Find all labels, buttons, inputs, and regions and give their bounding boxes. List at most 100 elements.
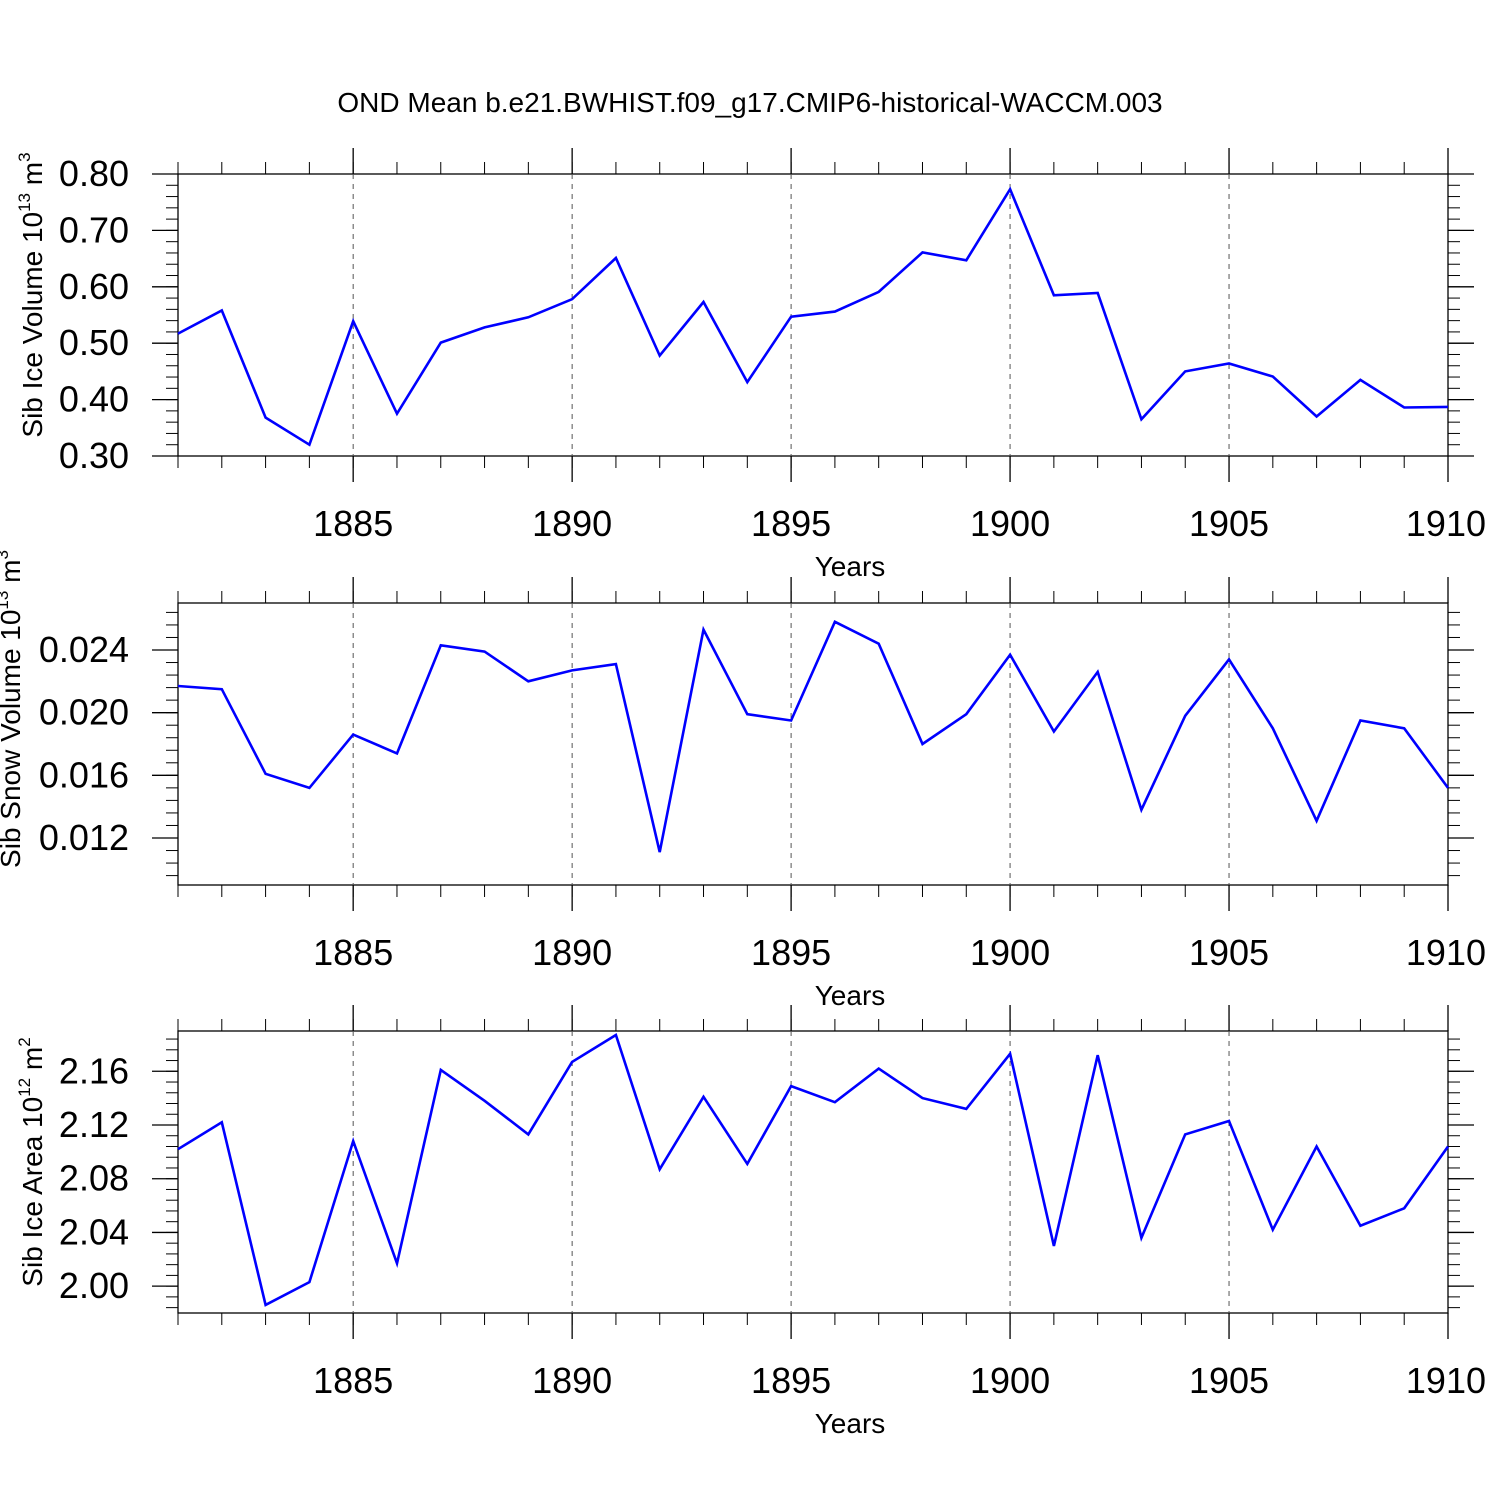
data-point — [177, 1148, 179, 1150]
x-tick-label: 1900 — [970, 932, 1050, 973]
data-point — [615, 257, 617, 259]
data-point — [1053, 1245, 1055, 1247]
data-point — [1359, 1225, 1361, 1227]
figure-title: OND Mean b.e21.BWHIST.f09_g17.CMIP6-hist… — [337, 87, 1162, 118]
data-point — [1228, 362, 1230, 364]
data-point — [921, 251, 923, 253]
data-series-line — [177, 186, 1449, 447]
data-point — [1359, 719, 1361, 721]
y-axis-title: Sib Snow Volume 1013 m3 — [0, 550, 26, 868]
data-point — [308, 1281, 310, 1283]
data-point — [965, 713, 967, 715]
y-tick-label: 2.08 — [59, 1158, 129, 1199]
data-point — [746, 381, 748, 383]
data-point — [527, 680, 529, 682]
data-point — [790, 719, 792, 721]
data-point — [1315, 820, 1317, 822]
data-point — [921, 1097, 923, 1099]
data-point — [1403, 406, 1405, 408]
data-point — [1140, 1237, 1142, 1239]
data-point — [834, 310, 836, 312]
data-point — [1053, 294, 1055, 296]
x-tick-label: 1910 — [1406, 1360, 1486, 1401]
panel-2: 1885 1890 1895 1900 1905 1910 Years 0.012 0.016 0… — [0, 550, 1486, 1011]
data-series-line — [177, 620, 1450, 853]
x-tick-label: 1895 — [751, 932, 831, 973]
data-point — [1403, 727, 1405, 729]
data-point — [877, 291, 879, 293]
y-tick-label: 0.020 — [39, 692, 129, 733]
x-tick-label: 1905 — [1189, 932, 1269, 973]
plot-frame — [177, 1030, 1449, 1314]
data-point — [352, 1140, 354, 1142]
data-point — [264, 773, 266, 775]
y-tick-label: 2.12 — [59, 1104, 129, 1145]
data-point — [834, 1101, 836, 1103]
data-point — [396, 752, 398, 754]
x-tick-label: 1885 — [313, 1360, 393, 1401]
x-axis-title: Years — [815, 551, 886, 582]
x-tick-label: 1905 — [1189, 503, 1269, 544]
data-point — [1272, 727, 1274, 729]
data-point — [1447, 1145, 1449, 1147]
data-point — [264, 1304, 266, 1306]
y-tick-label: 0.30 — [59, 435, 129, 476]
data-point — [1228, 1120, 1230, 1122]
data-point — [659, 1168, 661, 1170]
x-axis-title: Years — [815, 980, 886, 1011]
data-point — [177, 685, 179, 687]
data-point — [1272, 1229, 1274, 1231]
data-point — [746, 713, 748, 715]
data-point — [571, 298, 573, 300]
data-point — [1053, 730, 1055, 732]
y-tick-label: 2.04 — [59, 1211, 129, 1252]
data-point — [1403, 1207, 1405, 1209]
data-point — [1009, 654, 1011, 656]
data-point — [834, 621, 836, 623]
data-point — [702, 1096, 704, 1098]
data-point — [483, 1100, 485, 1102]
data-point — [396, 413, 398, 415]
data-point — [571, 1061, 573, 1063]
data-point — [396, 1262, 398, 1264]
data-point — [483, 650, 485, 652]
data-point — [1447, 787, 1449, 789]
x-tick-label: 1910 — [1406, 932, 1486, 973]
data-point — [1315, 1145, 1317, 1147]
panel-1: 1885 1890 1895 1900 1905 1910 Years 0.30 0.40 0.5… — [15, 148, 1486, 582]
data-point — [702, 301, 704, 303]
data-point — [746, 1163, 748, 1165]
data-point — [965, 259, 967, 261]
y-tick-label: 0.70 — [59, 209, 129, 250]
data-point — [1009, 188, 1011, 190]
data-point — [352, 733, 354, 735]
data-point — [221, 1121, 223, 1123]
data-point — [308, 444, 310, 446]
x-tick-label: 1890 — [532, 503, 612, 544]
x-tick-label: 1900 — [970, 1360, 1050, 1401]
y-tick-label: 0.60 — [59, 266, 129, 307]
data-point — [440, 341, 442, 343]
plot-frame — [177, 173, 1449, 457]
data-point — [1140, 418, 1142, 420]
data-point — [527, 1133, 529, 1135]
data-point — [1447, 406, 1449, 408]
data-point — [965, 1108, 967, 1110]
x-tick-label: 1890 — [532, 932, 612, 973]
y-axis-title: Sib Ice Volume 1013 m3 — [15, 152, 48, 437]
data-point — [483, 326, 485, 328]
y-tick-label: 0.50 — [59, 322, 129, 363]
data-point — [264, 416, 266, 418]
x-tick-label: 1885 — [313, 503, 393, 544]
data-point — [1096, 1054, 1098, 1056]
data-point — [877, 643, 879, 645]
x-axis-title: Years — [815, 1408, 886, 1439]
x-tick-label: 1895 — [751, 503, 831, 544]
data-point — [1359, 379, 1361, 381]
data-point — [1184, 715, 1186, 717]
x-tick-label: 1905 — [1189, 1360, 1269, 1401]
data-point — [877, 1067, 879, 1069]
data-point — [221, 688, 223, 690]
data-point — [1096, 292, 1098, 294]
